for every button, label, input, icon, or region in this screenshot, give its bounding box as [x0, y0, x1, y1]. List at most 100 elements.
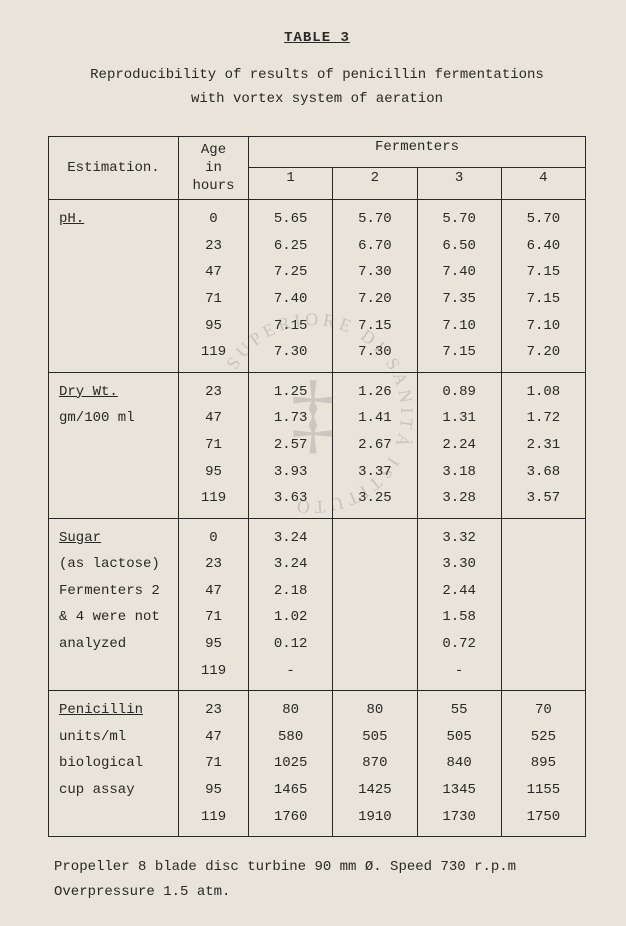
- data-value: 3.32: [420, 525, 499, 552]
- data-value: 3.68: [504, 459, 583, 486]
- age-cell: 23477195119: [179, 691, 249, 837]
- table-body: pH.0234771951195.656.257.257.407.157.305…: [49, 200, 586, 837]
- col-header-fermenters: Fermenters: [249, 136, 586, 168]
- data-value: [335, 525, 414, 552]
- age-value: 119: [181, 485, 246, 512]
- data-value: 7.15: [251, 313, 330, 340]
- data-value: 2.31: [504, 432, 583, 459]
- age-value: 95: [181, 459, 246, 486]
- data-value: 5.70: [504, 206, 583, 233]
- age-value: 23: [181, 551, 246, 578]
- data-value: 840: [420, 750, 499, 777]
- data-value: 2.44: [420, 578, 499, 605]
- data-value: 7.20: [504, 339, 583, 366]
- data-value: 505: [335, 724, 414, 751]
- age-label: Age: [201, 142, 226, 158]
- fermenter-3-cell: 5.706.507.407.357.107.15: [417, 200, 501, 373]
- data-value: [335, 604, 414, 631]
- data-value: 5.70: [420, 206, 499, 233]
- data-value: 1.73: [251, 405, 330, 432]
- age-value: 47: [181, 724, 246, 751]
- data-value: 55: [420, 697, 499, 724]
- data-value: 2.57: [251, 432, 330, 459]
- fermenter-1-cell: 80580102514651760: [249, 691, 333, 837]
- age-value: 119: [181, 804, 246, 831]
- age-value: 95: [181, 631, 246, 658]
- data-value: 1025: [251, 750, 330, 777]
- data-value: [504, 578, 583, 605]
- fermenter-1-cell: 5.656.257.257.407.157.30: [249, 200, 333, 373]
- data-value: 6.50: [420, 233, 499, 260]
- data-value: 3.30: [420, 551, 499, 578]
- age-value: 71: [181, 750, 246, 777]
- estimation-line: & 4 were not: [59, 604, 172, 631]
- data-value: 6.25: [251, 233, 330, 260]
- table-section: Penicillinunits/mlbiologicalcup assay234…: [49, 691, 586, 837]
- data-value: 1910: [335, 804, 414, 831]
- data-value: [504, 551, 583, 578]
- data-value: 80: [251, 697, 330, 724]
- data-value: 1760: [251, 804, 330, 831]
- age-value: 23: [181, 697, 246, 724]
- estimation-cell: Penicillinunits/mlbiologicalcup assay: [49, 691, 179, 837]
- fermenter-2-cell: [333, 518, 417, 691]
- age-value: 71: [181, 604, 246, 631]
- data-value: [335, 631, 414, 658]
- data-value: -: [420, 658, 499, 685]
- subtitle-line-2: with vortex system of aeration: [48, 88, 586, 112]
- estimation-line: (as lactose): [59, 551, 172, 578]
- data-value: 1.72: [504, 405, 583, 432]
- estimation-line: gm/100 ml: [59, 405, 172, 432]
- data-value: 580: [251, 724, 330, 751]
- age-value: 95: [181, 313, 246, 340]
- fermenter-3-cell: 3.323.302.441.580.72-: [417, 518, 501, 691]
- fermenter-2-cell: 1.261.412.673.373.25: [333, 372, 417, 518]
- data-value: 6.40: [504, 233, 583, 260]
- age-unit: in hours: [192, 160, 234, 194]
- data-value: 7.15: [420, 339, 499, 366]
- data-value: 1.41: [335, 405, 414, 432]
- data-value: 3.25: [335, 485, 414, 512]
- data-value: 505: [420, 724, 499, 751]
- footnote-line-2: Overpressure 1.5 atm.: [54, 880, 586, 905]
- data-value: 0.72: [420, 631, 499, 658]
- age-value: 23: [181, 379, 246, 406]
- data-value: 1730: [420, 804, 499, 831]
- data-value: 1.02: [251, 604, 330, 631]
- data-value: 3.24: [251, 525, 330, 552]
- age-cell: 023477195119: [179, 200, 249, 373]
- table-section: Dry Wt.gm/100 ml234771951191.251.732.573…: [49, 372, 586, 518]
- age-value: 23: [181, 233, 246, 260]
- data-value: [504, 658, 583, 685]
- data-value: 3.93: [251, 459, 330, 486]
- data-value: 3.28: [420, 485, 499, 512]
- data-value: 1.08: [504, 379, 583, 406]
- age-value: 47: [181, 405, 246, 432]
- col-header-f4: 4: [501, 168, 585, 200]
- col-header-f1: 1: [249, 168, 333, 200]
- estimation-cell: pH.: [49, 200, 179, 373]
- fermenter-2-cell: 8050587014251910: [333, 691, 417, 837]
- data-value: 1.25: [251, 379, 330, 406]
- data-value: 3.37: [335, 459, 414, 486]
- fermenter-4-cell: 1.081.722.313.683.57: [501, 372, 585, 518]
- data-value: 2.67: [335, 432, 414, 459]
- data-value: 525: [504, 724, 583, 751]
- col-header-f3: 3: [417, 168, 501, 200]
- data-value: 7.40: [420, 259, 499, 286]
- fermenter-4-cell: 7052589511551750: [501, 691, 585, 837]
- data-value: 6.70: [335, 233, 414, 260]
- data-value: 870: [335, 750, 414, 777]
- footnote-line-1: Propeller 8 blade disc turbine 90 mm Ø. …: [54, 855, 586, 880]
- fermenter-1-cell: 1.251.732.573.933.63: [249, 372, 333, 518]
- fermenter-4-cell: [501, 518, 585, 691]
- col-header-age: Age in hours: [179, 136, 249, 200]
- data-value: 7.40: [251, 286, 330, 313]
- data-value: [504, 631, 583, 658]
- data-value: 2.24: [420, 432, 499, 459]
- data-value: [335, 578, 414, 605]
- data-value: 7.25: [251, 259, 330, 286]
- estimation-line: Penicillin: [59, 697, 172, 724]
- age-cell: 023477195119: [179, 518, 249, 691]
- table-section: Sugar(as lactose)Fermenters 2& 4 were no…: [49, 518, 586, 691]
